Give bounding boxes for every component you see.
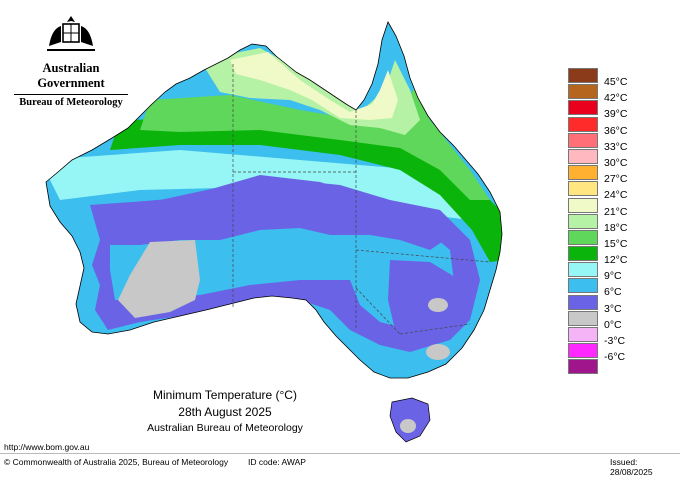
legend-swatch xyxy=(568,165,598,181)
footer-url[interactable]: http://www.bom.gov.au xyxy=(4,442,90,452)
temperature-map xyxy=(45,21,503,443)
legend-label: -3°C xyxy=(604,335,626,347)
legend-label: 33°C xyxy=(604,140,628,153)
legend-label: 36°C xyxy=(604,124,628,137)
legend-label: 24°C xyxy=(604,189,628,202)
legend-swatch xyxy=(568,310,598,326)
legend-swatch xyxy=(568,213,598,229)
legend-swatch xyxy=(568,68,598,83)
legend-swatch xyxy=(568,84,598,100)
legend-label: 45°C xyxy=(604,76,628,88)
legend-label: 3°C xyxy=(604,302,622,315)
footer-id-code: ID code: AWAP xyxy=(248,457,306,467)
legend-swatch xyxy=(568,197,598,213)
map-source: Australian Bureau of Meteorology xyxy=(147,422,303,434)
legend-label: 42°C xyxy=(604,92,628,105)
agency-subtitle: Bureau of Meteorology xyxy=(19,97,123,108)
footer-issued: Issued: 28/08/2025 xyxy=(610,457,653,477)
legend-label: 21°C xyxy=(604,205,628,218)
agency-divider xyxy=(14,94,128,95)
map-date: 28th August 2025 xyxy=(178,405,272,419)
legend-label: 9°C xyxy=(604,270,622,283)
legend-swatch xyxy=(568,278,598,294)
legend-label: 30°C xyxy=(604,156,628,169)
legend-label: 12°C xyxy=(604,254,628,267)
legend-label: 6°C xyxy=(604,286,622,299)
legend-swatch xyxy=(568,359,598,375)
legend-swatch xyxy=(568,262,598,278)
legend-swatch xyxy=(568,327,598,342)
footer-copyright: © Commonwealth of Australia 2025, Bureau… xyxy=(4,457,229,467)
legend-label: 39°C xyxy=(604,108,628,121)
legend-swatch xyxy=(568,148,598,164)
government-logo-block: Australian Government Bureau of Meteorol… xyxy=(10,12,132,108)
legend-label: 18°C xyxy=(604,221,628,234)
legend-swatch xyxy=(568,246,598,262)
legend-swatch xyxy=(568,100,598,116)
legend-swatch xyxy=(568,343,598,359)
footer-divider xyxy=(0,453,680,454)
legend-swatch xyxy=(568,181,598,197)
legend-swatch xyxy=(568,132,598,148)
map-title: Minimum Temperature (°C) xyxy=(153,388,297,402)
legend-label: 0°C xyxy=(604,318,622,331)
legend-swatch xyxy=(568,116,598,132)
agency-title: Australian Government xyxy=(37,61,105,90)
legend-swatch xyxy=(568,229,598,245)
legend-label: 15°C xyxy=(604,237,628,250)
coat-of-arms-icon xyxy=(47,16,95,51)
map-caption: Minimum Temperature (°C) 28th August 202… xyxy=(130,388,320,434)
legend-label: -6°C xyxy=(604,351,626,364)
legend-label: 27°C xyxy=(604,173,628,186)
legend-swatch xyxy=(568,294,598,310)
